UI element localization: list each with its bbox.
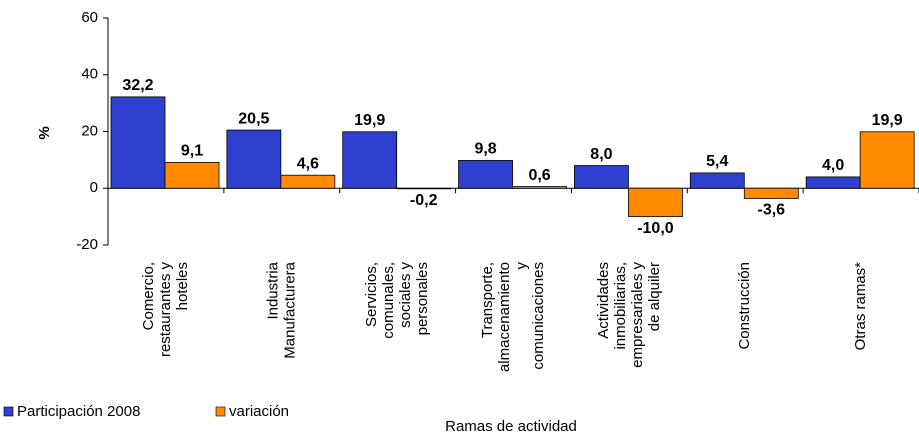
bar xyxy=(743,187,799,199)
x-axis-label: Ramas de actividad xyxy=(445,418,577,435)
value-label: 5,4 xyxy=(706,153,728,170)
bar xyxy=(805,176,861,189)
x-tick-label-line: Transporte, xyxy=(479,262,496,338)
y-axis-label: % xyxy=(36,126,53,139)
y-tick-label: 0 xyxy=(90,179,98,196)
bar xyxy=(628,187,683,218)
legend-swatch xyxy=(215,406,226,417)
value-label: 4,0 xyxy=(822,157,844,174)
bar xyxy=(458,160,513,189)
x-tick-label-line: de alquiler xyxy=(646,262,663,331)
x-tick-label: Comercio,restaurantes yhoteles xyxy=(140,262,191,358)
x-tick-label-line: inmobiliarias, xyxy=(612,262,629,350)
x-tick-label: Transporte,almacenamientoycomunicaciones xyxy=(479,262,547,373)
bar xyxy=(689,172,745,189)
x-tick-label: Actividadesinmobiliarias,empresariales y… xyxy=(595,262,663,368)
bar xyxy=(859,131,915,189)
y-tick-label: -20 xyxy=(76,236,98,253)
bar xyxy=(226,129,282,189)
value-label: 20,5 xyxy=(238,110,269,127)
x-tick-label-line: almacenamiento xyxy=(496,262,513,372)
value-label: 9,8 xyxy=(474,141,496,158)
value-label: -0,2 xyxy=(410,192,438,209)
x-tick-label: IndustriaManufacturera xyxy=(264,261,298,358)
x-tick-label-line: sociales y xyxy=(397,262,414,328)
value-label: 19,9 xyxy=(872,112,903,129)
value-label: 0,6 xyxy=(528,167,550,184)
bar xyxy=(512,186,567,189)
x-tick-label: Servicios,comunales,sociales ypersonales xyxy=(363,262,431,339)
value-label: -3,6 xyxy=(757,202,785,219)
x-tick-label: Otras ramas* xyxy=(852,262,869,351)
bar xyxy=(280,174,336,189)
x-tick-label-line: hoteles xyxy=(174,262,191,310)
x-tick-label: Construcción xyxy=(736,262,753,350)
x-tick-label-line: Comercio, xyxy=(140,262,157,330)
x-tick-label-line: restaurantes y xyxy=(157,262,174,358)
x-tick-label-line: empresariales y xyxy=(629,262,646,368)
value-label: 8,0 xyxy=(590,146,612,163)
value-label: 9,1 xyxy=(181,143,203,160)
value-label: 4,6 xyxy=(297,155,319,172)
bar xyxy=(164,162,220,189)
x-tick-label-line: comunales, xyxy=(380,262,397,339)
bar xyxy=(396,187,452,190)
bar xyxy=(110,96,166,189)
x-tick-label-line: comunicaciones xyxy=(530,262,547,370)
x-tick-label-line: Manufacturera xyxy=(281,261,298,358)
value-label: 19,9 xyxy=(354,112,385,129)
y-tick-label: 60 xyxy=(81,9,98,26)
x-tick-label-line: Actividades xyxy=(595,262,612,339)
value-label: -10,0 xyxy=(637,220,674,237)
x-tick-label-line: y xyxy=(513,262,530,270)
x-tick-label-line: Construcción xyxy=(736,262,753,350)
x-tick-label-line: Servicios, xyxy=(363,262,380,327)
bar xyxy=(342,131,398,189)
y-tick-label: 40 xyxy=(81,66,98,83)
x-tick-label-line: Otras ramas* xyxy=(852,262,869,351)
legend-swatch xyxy=(3,406,14,417)
bar xyxy=(574,165,629,189)
value-label: 32,2 xyxy=(122,77,153,94)
y-tick-label: 20 xyxy=(81,122,98,139)
legend-label: variación xyxy=(229,403,289,420)
x-tick-label-line: Industria xyxy=(264,261,281,319)
x-tick-label-line: personales xyxy=(414,262,431,335)
legend-label: Participación 2008 xyxy=(17,403,140,420)
